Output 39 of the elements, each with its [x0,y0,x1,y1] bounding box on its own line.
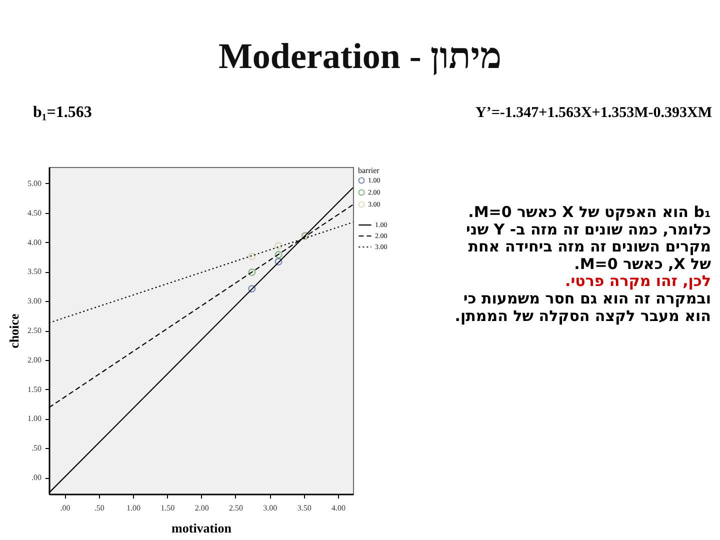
x-tick-label: 3.50 [297,504,312,512]
text: b₁=1.563 [33,104,92,121]
y-tick-label: 4.50 [28,208,42,218]
x-tick-label: 4.00 [331,504,346,512]
legend-title: barrier [358,166,380,175]
y-tick-label: 3.50 [28,267,42,276]
chart-title: Moderation - מיתון [218,36,502,76]
point [274,250,282,258]
y-tick-label: 1.00 [28,414,42,424]
y-tick-label: 5.00 [28,178,42,188]
y-tick-label: 4.00 [28,238,42,247]
text: ובמקרה זה הוא גם חסר משמעות כי [463,290,711,308]
text: מקרים השונים זה מזה ביחידה אחת [468,238,711,256]
text: של X, כאשר M=0. [574,254,712,273]
x-tick-label: 1.00 [126,504,141,512]
y-tick-label: 2.50 [28,326,42,335]
point [274,258,282,266]
text: Y’=-1.347+1.563X+1.353M-0.393XM [476,105,712,121]
y-tick-label: 3.00 [28,296,42,306]
x-tick-label: 1.50 [160,504,175,512]
text: הוא מעבר לקצה הסקלה של הממתן. [454,306,711,325]
x-axis-title: motivation [172,520,232,536]
y-tick-label: 2.00 [28,355,42,364]
point [248,268,256,276]
y-tick-label: .50 [32,444,42,453]
point [248,252,256,260]
y-tick-label: 1.50 [28,384,42,394]
point [274,242,282,250]
x-tick-label: 2.50 [229,504,243,512]
x-tick-label: 2.00 [194,504,209,512]
x-tick-label: 3.00 [263,504,278,512]
text: כלומר, כמה שונים זה מזה ב- Y שני [466,220,711,238]
x-tick-label: .00 [60,504,70,512]
point [248,284,256,292]
y-tick-label: .00 [32,473,42,482]
x-tick-label: .50 [94,504,104,512]
text: b₁ הוא האפקט של X כאשר M=0. [468,203,711,221]
y-axis-title: choice [6,313,22,348]
text: לכן, זהו מקרה פרטי. [565,272,711,290]
